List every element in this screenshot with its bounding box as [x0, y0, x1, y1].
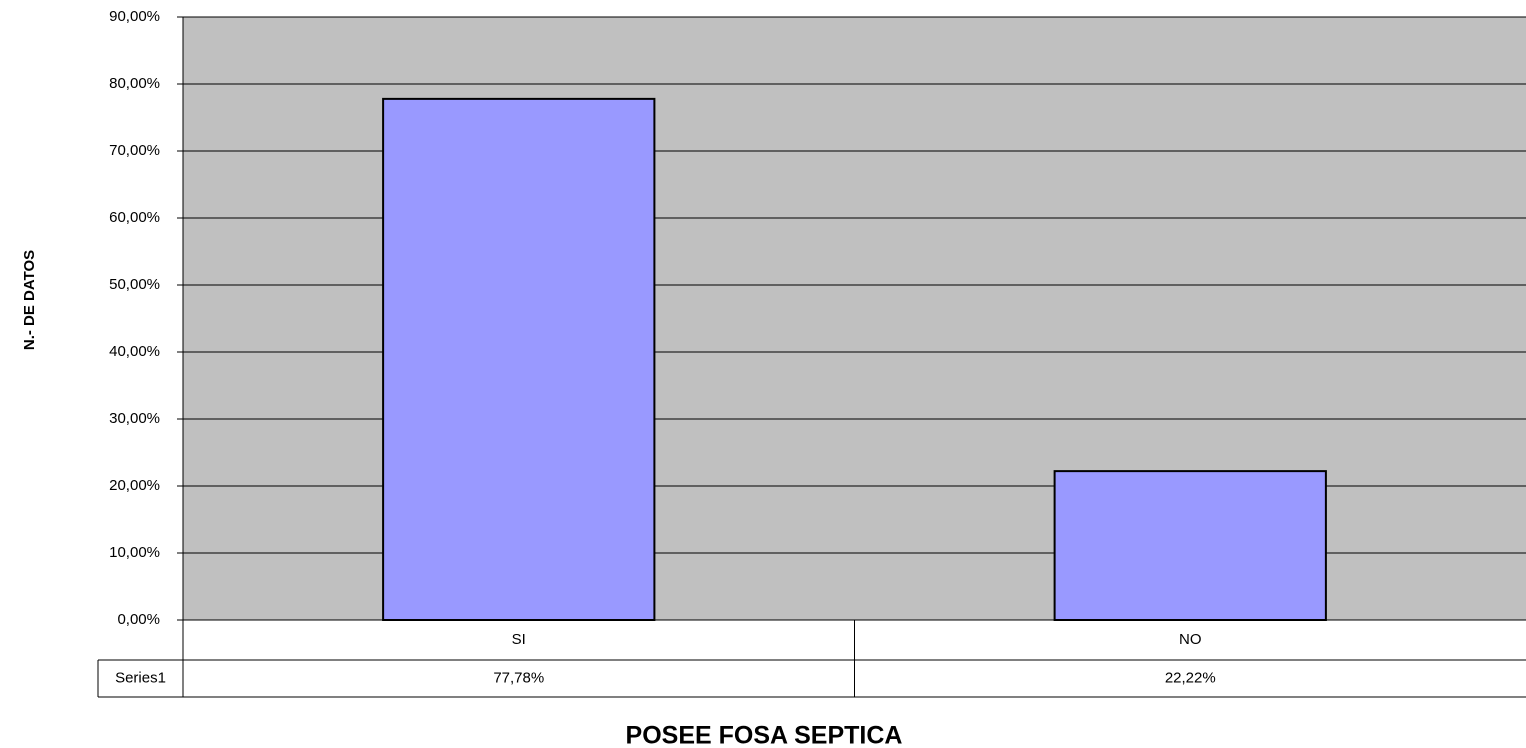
y-tick-label: 70,00% — [109, 142, 160, 159]
y-tick-label: 50,00% — [109, 276, 160, 293]
data-label: 22,22% — [1165, 669, 1216, 686]
bar — [1053, 470, 1327, 621]
x-tick-label: NO — [1179, 631, 1202, 648]
y-tick-label: 20,00% — [109, 477, 160, 494]
data-label: 77,78% — [493, 669, 544, 686]
x-axis-title: POSEE FOSA SEPTICA — [626, 722, 903, 748]
y-tick-label: 80,00% — [109, 75, 160, 92]
y-tick-label: 60,00% — [109, 209, 160, 226]
y-tick-label: 90,00% — [109, 8, 160, 25]
y-tick-label: 30,00% — [109, 410, 160, 427]
bar — [382, 97, 656, 621]
y-axis-title: N.- DE DATOS — [21, 250, 38, 350]
y-tick-label: 40,00% — [109, 343, 160, 360]
y-tick-label: 0,00% — [117, 611, 160, 628]
legend-label: Series1 — [115, 669, 166, 686]
x-tick-label: SI — [512, 631, 526, 648]
y-tick-label: 10,00% — [109, 544, 160, 561]
